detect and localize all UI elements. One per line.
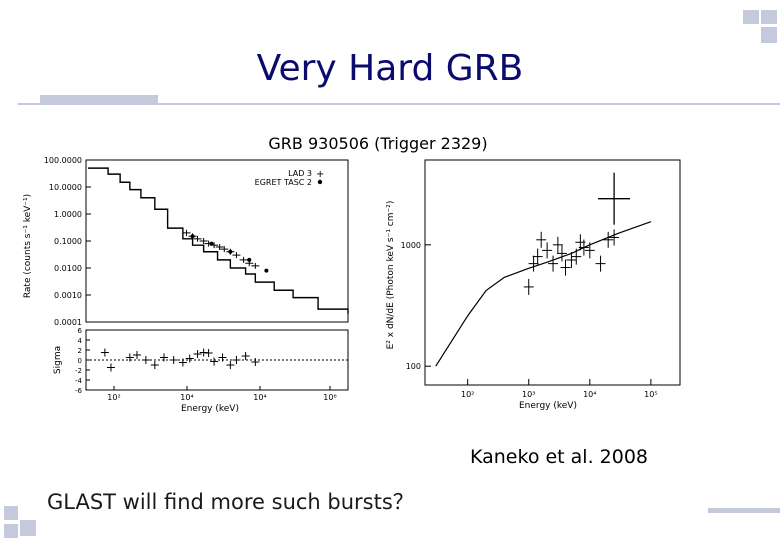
residual-point <box>169 356 178 364</box>
residual-point <box>185 354 194 363</box>
residual-point <box>241 352 250 360</box>
residual-point <box>150 361 159 369</box>
figure-title: GRB 930506 (Trigger 2329) <box>268 134 487 153</box>
lad-data-point <box>182 229 191 236</box>
right-y-tick-label: 100 <box>406 362 421 371</box>
title-rule <box>18 103 780 105</box>
residual-point <box>178 358 187 367</box>
residual-y-tick-label: 0 <box>78 357 82 365</box>
left-y-tick-label: 0.1000 <box>54 237 82 246</box>
left-y-axis-label: Rate (counts s⁻¹ keV⁻¹) <box>23 194 33 298</box>
nufnu-panel-frame <box>424 159 681 386</box>
residual-point <box>210 357 219 366</box>
residual-x-tick-label: 10⁴ <box>253 393 266 402</box>
residual-point <box>133 351 142 359</box>
nufnu-data-point <box>532 248 543 265</box>
nufnu-data-point <box>609 229 620 246</box>
residual-point <box>106 363 115 372</box>
legend-entry-egret: EGRET TASC 2 <box>255 178 312 187</box>
lad-data-point <box>193 235 202 242</box>
residual-point <box>204 349 213 357</box>
nufnu-data-point <box>571 248 582 265</box>
right-x-tick-label: 10³ <box>522 390 535 399</box>
title-rule-block <box>40 95 158 104</box>
lad-data-point <box>232 252 241 259</box>
egret-data-point <box>228 249 233 254</box>
nufnu-data-point <box>552 236 563 253</box>
right-y-axis-label: E² x dN/dE (Photon keV s⁻¹ cm⁻²) <box>386 201 396 350</box>
question-text: GLAST will find more such bursts？ <box>47 490 414 514</box>
legend-marker-egret <box>317 179 323 185</box>
legend-entry-lad: LAD 3 <box>288 169 312 178</box>
egret-data-point <box>190 234 195 239</box>
nufnu-data-point <box>595 255 606 272</box>
egret-data-point <box>247 257 252 262</box>
bottom-rule <box>708 508 780 513</box>
nufnu-data-point <box>536 231 547 248</box>
residual-point <box>100 348 109 357</box>
nufnu-data-point <box>560 259 571 276</box>
right-x-axis-label: Energy (keV) <box>519 401 577 411</box>
residual-panel-frame <box>85 329 349 391</box>
residual-point <box>141 356 150 364</box>
residual-y-tick-label: -2 <box>75 367 82 375</box>
residual-point <box>159 353 168 362</box>
citation-text: Kaneko et al. 2008 <box>470 446 649 468</box>
nufnu-data-point <box>542 242 553 259</box>
nufnu-data-point <box>528 255 539 272</box>
residual-point <box>226 361 235 369</box>
residual-point <box>218 353 227 362</box>
nufnu-upper-point <box>598 172 631 225</box>
nufnu-data-point <box>556 245 567 262</box>
slide-title: Very Hard GRB <box>256 48 524 89</box>
residual-y-tick-label: 6 <box>78 327 83 335</box>
residual-y-axis-label: Sigma <box>53 346 63 374</box>
lad-data-point <box>199 238 208 244</box>
nufnu-data-point <box>578 239 589 256</box>
left-y-tick-label: 0.0010 <box>54 291 82 300</box>
nufnu-data-point <box>566 251 577 268</box>
residual-point <box>251 358 260 366</box>
residual-point <box>125 353 134 362</box>
lad-data-point <box>251 262 260 269</box>
right-x-tick-label: 10² <box>461 390 474 399</box>
residual-point <box>232 356 241 364</box>
residual-point <box>193 350 202 358</box>
residual-y-tick-label: -6 <box>75 387 83 395</box>
nufnu-model-curve <box>435 221 652 367</box>
lad-data-point <box>215 243 224 250</box>
lad-data-point <box>220 246 229 253</box>
left-x-axis-label: Energy (keV) <box>181 404 239 414</box>
left-y-tick-label: 0.0001 <box>54 318 82 327</box>
left-y-tick-label: 0.0100 <box>54 264 82 273</box>
lad-data-point <box>239 256 248 263</box>
left-y-tick-label: 1.0000 <box>54 210 82 219</box>
left-y-tick-label: 10.0000 <box>49 183 82 192</box>
residual-x-tick-label: 10⁴ <box>180 393 193 402</box>
egret-data-point <box>209 241 214 246</box>
nufnu-data-point <box>603 231 614 248</box>
legend-marker-lad: + <box>316 169 324 180</box>
nufnu-data-point <box>548 255 559 272</box>
corner-squares-top-right <box>743 10 779 46</box>
nufnu-data-point <box>523 278 534 295</box>
nufnu-data-point <box>584 242 595 259</box>
residual-y-tick-label: 2 <box>78 347 82 355</box>
right-x-tick-label: 10⁴ <box>583 390 596 399</box>
egret-data-point <box>264 268 269 273</box>
count-rate-model-line <box>88 167 349 314</box>
left-y-tick-label: 100.0000 <box>44 156 82 165</box>
corner-squares-bottom-left <box>4 506 40 540</box>
residual-y-tick-label: -4 <box>75 377 83 385</box>
residual-x-tick-label: 10⁶ <box>323 393 336 402</box>
residual-x-tick-label: 10² <box>107 393 120 402</box>
right-x-tick-label: 10⁵ <box>644 390 657 399</box>
right-y-tick-label: 1000 <box>401 241 421 250</box>
residual-y-tick-label: 4 <box>78 337 83 345</box>
